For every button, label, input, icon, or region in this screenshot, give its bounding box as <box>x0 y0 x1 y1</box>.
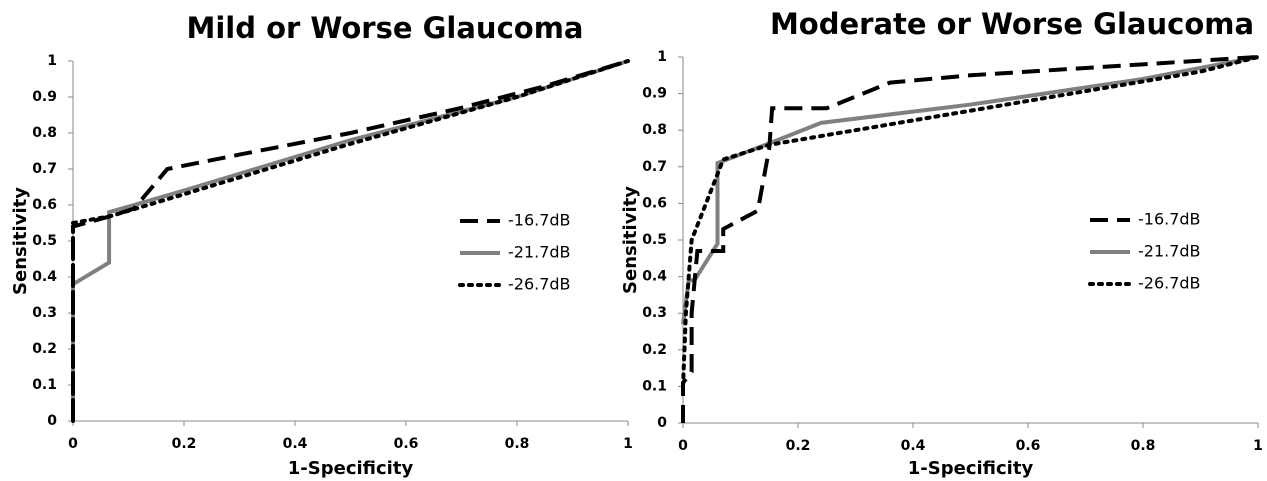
y-tick-label: 0.7 <box>642 159 667 175</box>
y-tick-label: 0.3 <box>642 305 667 321</box>
x-tick-label: 0.6 <box>394 436 419 452</box>
y-tick-label: 0 <box>47 413 57 429</box>
roc-line <box>681 55 1259 423</box>
roc-line <box>71 59 629 421</box>
y-tick-label: 0.7 <box>32 161 57 177</box>
y-tick-label: 0.5 <box>32 233 57 249</box>
x-tick-label: 0.4 <box>283 436 308 452</box>
y-tick-label: 0.8 <box>32 125 57 141</box>
y-tick-label: 0.4 <box>32 269 57 285</box>
y-axis-label: Sensitivity <box>10 187 31 295</box>
y-tick-label: 0.6 <box>642 195 667 211</box>
roc-line <box>681 55 1259 325</box>
y-tick-label: 0.3 <box>32 305 57 321</box>
x-tick-label: 0.8 <box>505 436 530 452</box>
y-tick-label: 0.8 <box>642 122 667 138</box>
x-tick-label: 0.2 <box>172 436 197 452</box>
y-tick-label: 0.2 <box>642 342 667 358</box>
roc-line <box>71 59 630 423</box>
roc-line <box>71 59 629 421</box>
y-axis-label: Sensitivity <box>620 186 641 294</box>
y-tick-label: 1 <box>47 53 57 69</box>
y-tick-label: 0.4 <box>642 269 667 285</box>
x-tick-label: 0.2 <box>786 438 811 454</box>
x-axis-label: 1-Specificity <box>908 458 1034 479</box>
legend-label: -16.7dB <box>508 211 571 230</box>
y-tick-label: 0.1 <box>32 377 57 393</box>
x-tick-label: 0.6 <box>1016 438 1041 454</box>
legend-label: -26.7dB <box>1138 274 1201 293</box>
y-tick-label: 1 <box>657 49 667 65</box>
y-tick-label: 0.1 <box>642 378 667 394</box>
y-tick-label: 0 <box>657 415 667 431</box>
y-tick-label: 0.2 <box>32 341 57 357</box>
x-tick-label: 1 <box>623 436 633 452</box>
legend-label: -21.7dB <box>508 243 571 262</box>
legend-label: -16.7dB <box>1138 210 1201 229</box>
y-tick-label: 0.9 <box>32 89 57 105</box>
legend-label: -26.7dB <box>508 275 571 294</box>
chart-title: Moderate or Worse Glaucoma <box>770 7 1254 41</box>
x-tick-label: 1 <box>1253 438 1263 454</box>
x-axis-label: 1-Specificity <box>288 458 414 479</box>
roc-line <box>681 55 1260 389</box>
y-tick-label: 0.6 <box>32 197 57 213</box>
y-tick-label: 0.9 <box>642 86 667 102</box>
x-tick-label: 0 <box>68 436 78 452</box>
y-tick-label: 0.5 <box>642 232 667 248</box>
x-tick-label: 0 <box>678 438 688 454</box>
legend-label: -21.7dB <box>1138 242 1201 261</box>
x-tick-label: 0.4 <box>901 438 926 454</box>
chart-title: Mild or Worse Glaucoma <box>187 11 584 45</box>
x-tick-label: 0.8 <box>1131 438 1156 454</box>
